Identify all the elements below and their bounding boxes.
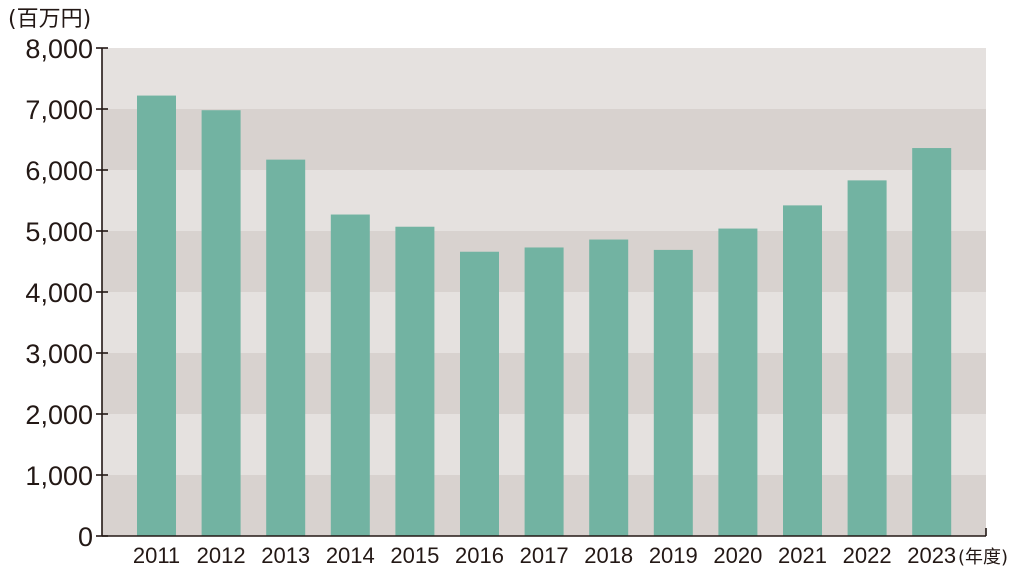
bar-2023 <box>912 148 952 537</box>
grid-band <box>102 48 986 109</box>
bar-2019 <box>653 249 693 536</box>
bar-2017 <box>524 247 564 536</box>
grid-band <box>102 109 986 170</box>
x-tick-label: 2018 <box>584 543 633 568</box>
y-tick-labels: 0 1,000 2,000 3,000 4,000 5,000 6,000 7,000 8,00… <box>25 34 93 552</box>
x-tick-label: 2014 <box>326 543 375 568</box>
y-axis-unit-label: (百万円) <box>8 7 91 32</box>
x-tick-label: 2017 <box>520 543 569 568</box>
y-tick-label: 1,000 <box>25 461 93 491</box>
bar-2013 <box>266 159 306 536</box>
x-tick-label: 2013 <box>261 543 310 568</box>
y-tick-label: 3,000 <box>25 339 93 369</box>
bar-2015 <box>395 226 435 537</box>
bar-2011 <box>137 95 176 536</box>
x-tick-label: 2023 <box>907 543 956 568</box>
x-tick-label: 2019 <box>649 543 698 568</box>
x-axis-unit-label: (年度) <box>958 547 1008 568</box>
x-tick-labels: 2011 2012 2013 2014 2015 2016 2017 2018 2019 2020… <box>133 543 956 568</box>
y-tick-label: 8,000 <box>25 34 93 64</box>
y-tick-label: 6,000 <box>25 156 93 186</box>
x-tick-label: 2021 <box>778 543 827 568</box>
bar-2018 <box>589 239 629 537</box>
x-tick-label: 2016 <box>455 543 504 568</box>
bar-2016 <box>460 251 499 537</box>
x-tick-label: 2015 <box>390 543 439 568</box>
bar-2021 <box>783 205 822 536</box>
y-tick-label: 2,000 <box>25 400 93 430</box>
bar-2020 <box>718 228 758 536</box>
y-tick-label: 7,000 <box>25 95 93 125</box>
bar-2022 <box>847 180 887 536</box>
y-tick-label: 0 <box>78 522 93 552</box>
y-tick-label: 4,000 <box>25 278 93 308</box>
x-tick-label: 2022 <box>843 543 892 568</box>
x-tick-label: 2012 <box>197 543 246 568</box>
axes <box>96 47 987 537</box>
bar-2014 <box>330 214 370 536</box>
x-tick-label: 2020 <box>713 543 762 568</box>
x-tick-label: 2011 <box>133 543 180 568</box>
bars <box>137 95 952 537</box>
bar-2012 <box>201 110 241 536</box>
grid-band <box>102 170 986 231</box>
y-tick-label: 5,000 <box>25 217 93 247</box>
